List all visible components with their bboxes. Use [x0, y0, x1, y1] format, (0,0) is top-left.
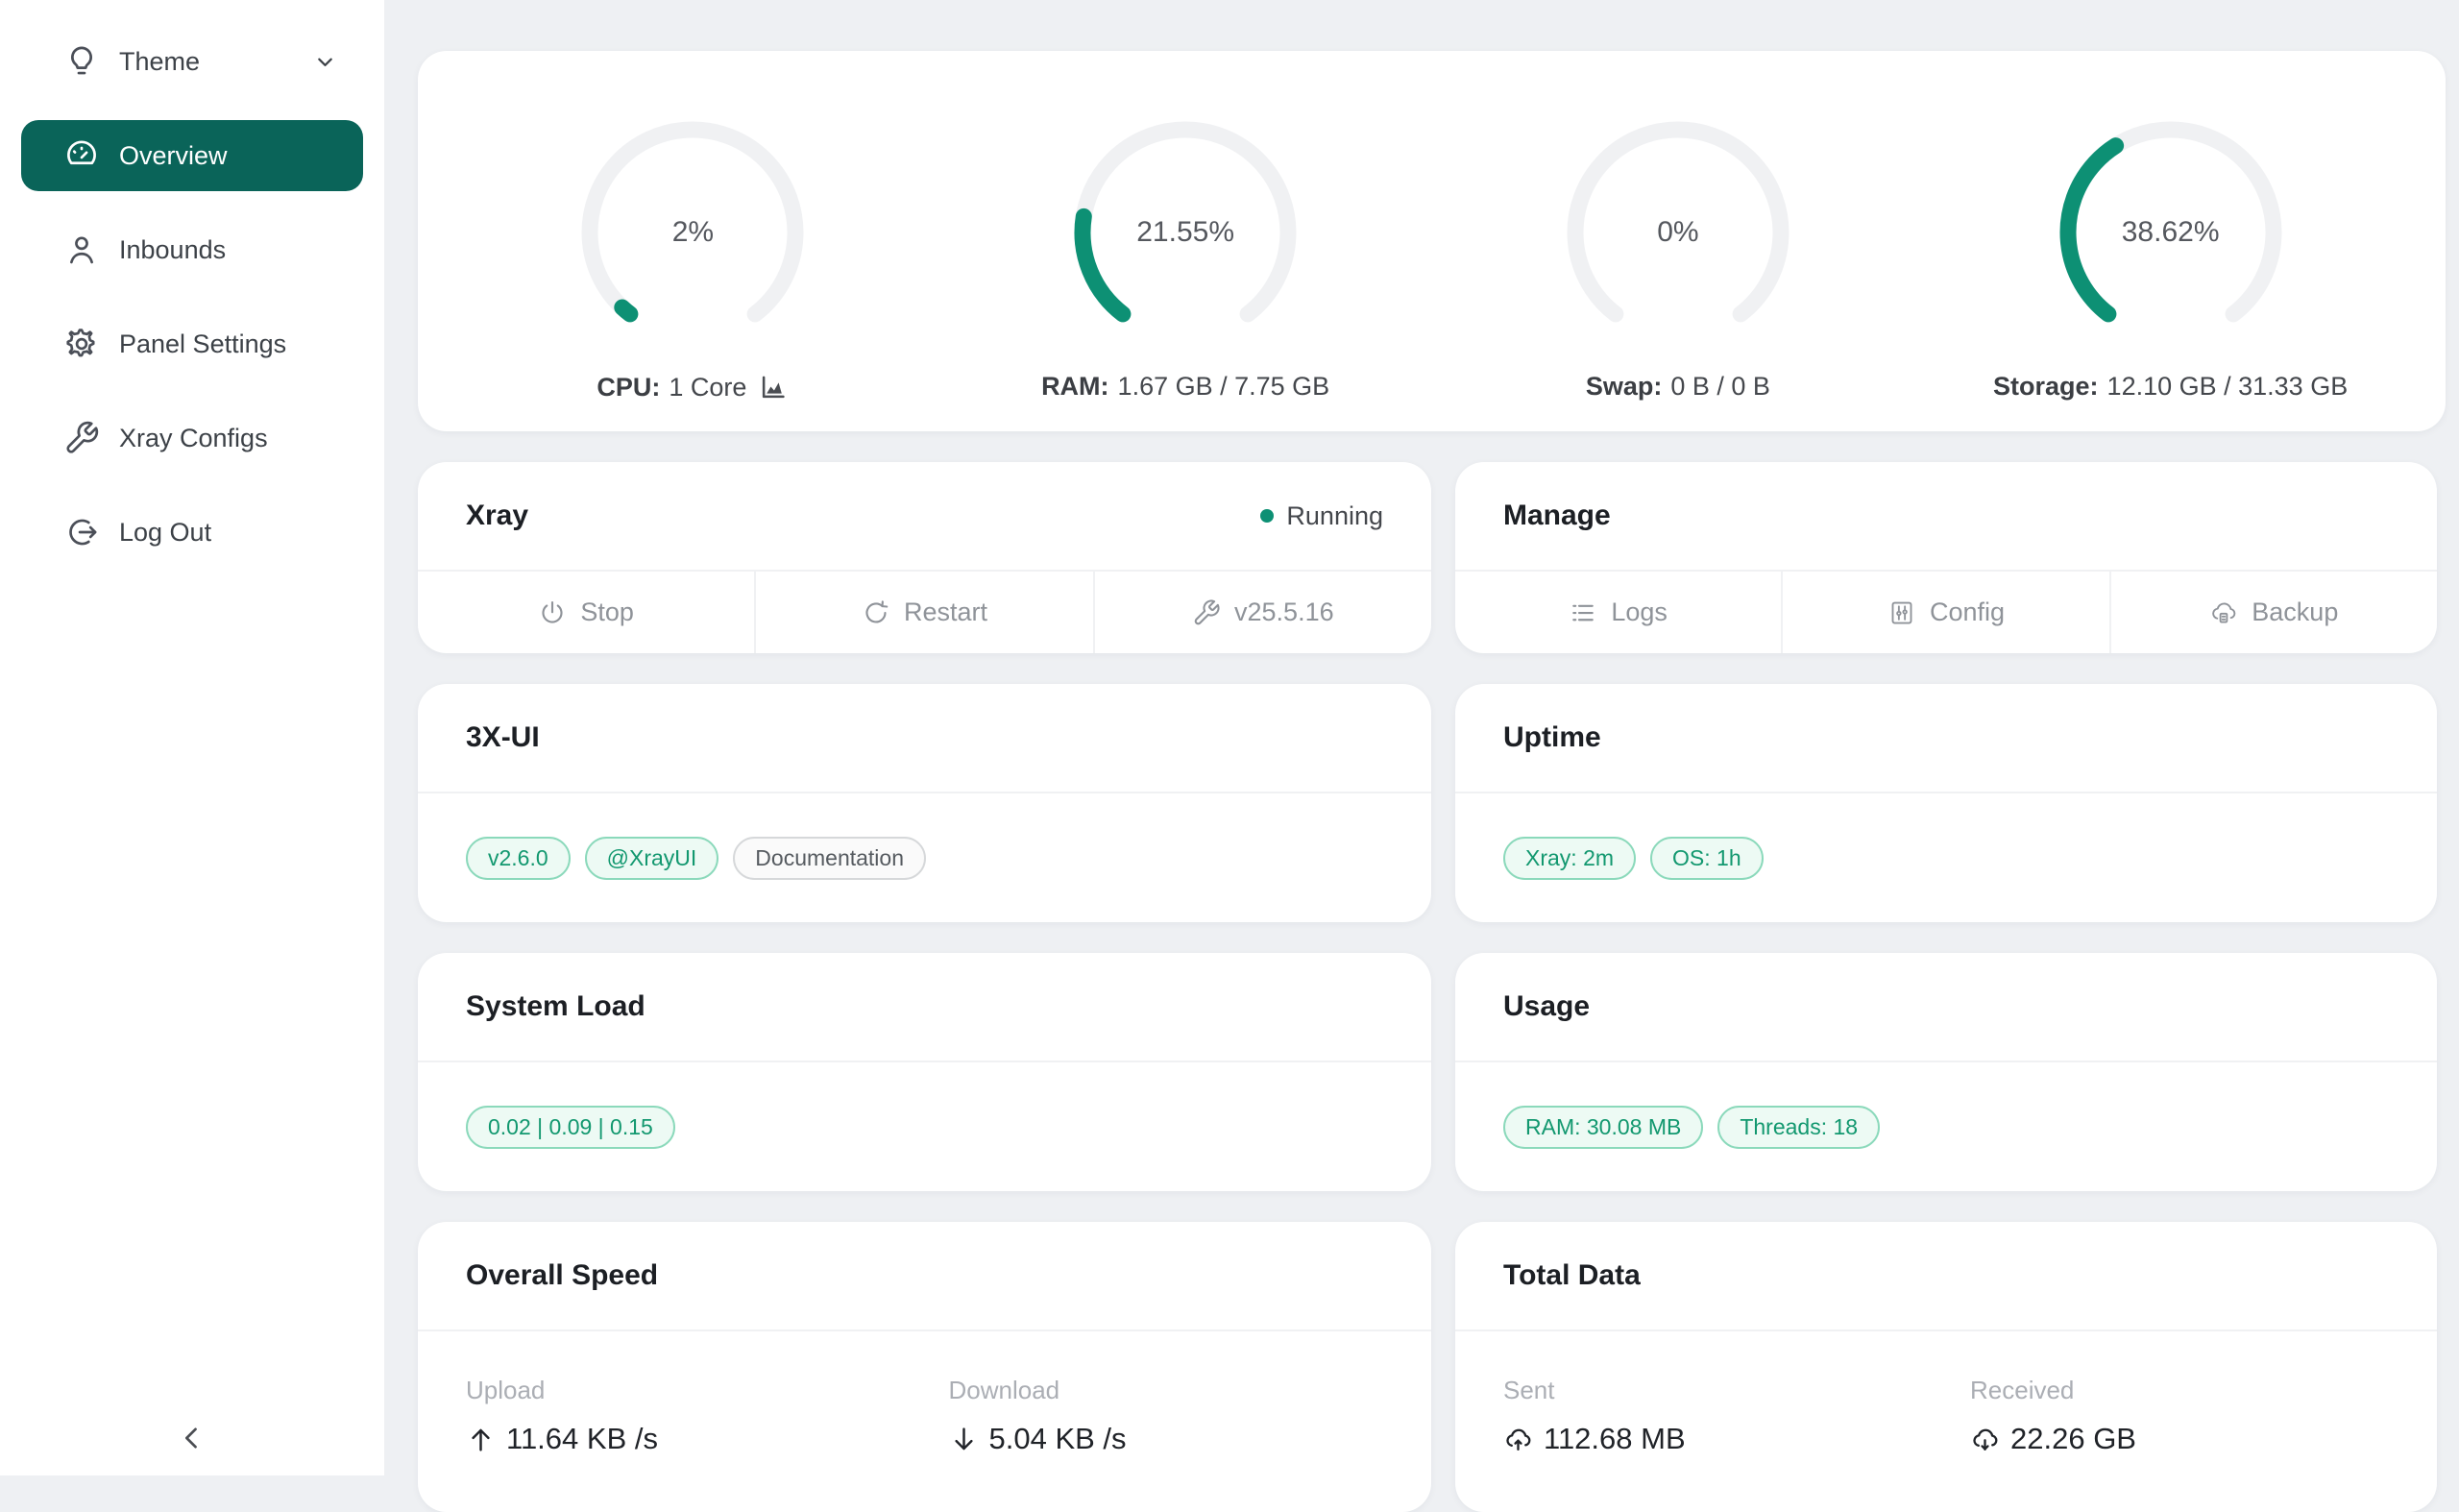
restart-button[interactable]: Restart [756, 572, 1095, 653]
sidebar-item-inbounds[interactable]: Inbounds [21, 214, 363, 285]
total-data-card: Total Data Sent 112.68 MB [1455, 1222, 2437, 1512]
storage-gauge: 38.62% Storage: 12.10 GB / 31.33 GB [1924, 112, 2417, 431]
sent-value: 112.68 MB [1503, 1422, 1970, 1456]
sent-label: Sent [1503, 1376, 1555, 1404]
cpu-gauge-label: CPU: 1 Core [596, 372, 789, 402]
wrench-icon [1192, 598, 1221, 627]
received-label: Received [1970, 1376, 2075, 1404]
uptime-card-title: Uptime [1503, 721, 1601, 753]
sidebar-item-panel-settings[interactable]: Panel Settings [21, 308, 363, 379]
manage-card: Manage Logs [1455, 462, 2437, 653]
chevron-down-icon [312, 49, 338, 75]
config-button[interactable]: Config [1783, 572, 2111, 653]
sidebar-collapse-button[interactable] [0, 1422, 384, 1454]
threads-tag: Threads: 18 [1717, 1105, 1881, 1149]
cloud-upload-icon [1503, 1425, 1533, 1454]
cpu-gauge: 2% CPU: 1 Core [447, 112, 939, 431]
dashboard-icon [62, 136, 101, 175]
manage-card-title: Manage [1503, 500, 1611, 531]
wrench-icon [62, 419, 101, 457]
load-average-tag: 0.02 | 0.09 | 0.15 [466, 1105, 675, 1149]
upload-label: Upload [466, 1376, 546, 1404]
cloud-server-icon [2209, 598, 2238, 627]
cpu-gauge-value: 2% [671, 216, 715, 248]
xray-card-title: Xray [466, 500, 529, 531]
overall-speed-card: Overall Speed Upload 11.64 KB /s [418, 1222, 1431, 1512]
bulb-icon [62, 42, 101, 81]
sidebar-item-log-out[interactable]: Log Out [21, 497, 363, 568]
sidebar-item-theme[interactable]: Theme [21, 26, 363, 97]
xray-version-button[interactable]: v25.5.16 [1095, 572, 1431, 653]
arrow-up-icon [466, 1425, 496, 1454]
received-stat: Received 22.26 GB [1970, 1376, 2437, 1456]
system-load-card-title: System Load [466, 990, 645, 1022]
xray-uptime-tag: Xray: 2m [1503, 836, 1637, 880]
main-content: 2% CPU: 1 Core 21.55% [384, 0, 2459, 1512]
sidebar-item-label: Panel Settings [119, 329, 287, 358]
sidebar-item-label: Theme [119, 46, 201, 76]
system-load-card: System Load 0.02 | 0.09 | 0.15 [418, 953, 1431, 1191]
total-data-card-title: Total Data [1503, 1259, 1641, 1291]
sidebar-item-label: Overview [119, 140, 228, 170]
swap-gauge-value: 0% [1657, 216, 1699, 248]
reload-icon [862, 598, 890, 627]
os-uptime-tag: OS: 1h [1650, 836, 1764, 880]
storage-gauge-value: 38.62% [2121, 216, 2220, 248]
telegram-tag[interactable]: @XrayUI [584, 836, 719, 880]
sidebar: Theme Overview Inbounds [0, 0, 384, 1475]
gear-icon [62, 325, 101, 363]
list-icon [1569, 598, 1597, 627]
sidebar-item-label: Inbounds [119, 234, 227, 264]
sent-stat: Sent 112.68 MB [1503, 1376, 1970, 1456]
logs-button[interactable]: Logs [1455, 572, 1784, 653]
xray-status: Running [1260, 501, 1383, 531]
xui-card-title: 3X-UI [466, 721, 540, 753]
storage-gauge-label: Storage: 12.10 GB / 31.33 GB [1993, 372, 2349, 401]
download-value: 5.04 KB /s [949, 1422, 1432, 1456]
upload-value: 11.64 KB /s [466, 1422, 949, 1456]
xray-card: Xray Running Stop [418, 462, 1431, 653]
cpu-chart-icon[interactable] [758, 372, 789, 402]
ram-gauge: 21.55% RAM: 1.67 GB / 7.75 GB [939, 112, 1432, 431]
usage-card-title: Usage [1503, 990, 1591, 1022]
uptime-card: Uptime Xray: 2m OS: 1h [1455, 684, 2437, 922]
sidebar-item-label: Xray Configs [119, 423, 268, 452]
system-gauges-card: 2% CPU: 1 Core 21.55% [418, 51, 2446, 431]
usage-card: Usage RAM: 30.08 MB Threads: 18 [1455, 953, 2437, 1191]
download-stat: Download 5.04 KB /s [949, 1376, 1432, 1456]
documentation-tag[interactable]: Documentation [733, 836, 926, 880]
arrow-down-icon [949, 1425, 979, 1454]
sidebar-item-xray-configs[interactable]: Xray Configs [21, 402, 363, 474]
sidebar-item-overview[interactable]: Overview [21, 120, 363, 191]
chevron-left-icon [176, 1422, 208, 1454]
user-icon [62, 231, 101, 269]
swap-gauge: 0% Swap: 0 B / 0 B [1432, 112, 1925, 431]
backup-button[interactable]: Backup [2111, 572, 2437, 653]
status-dot [1260, 509, 1275, 523]
received-value: 22.26 GB [1970, 1422, 2437, 1456]
swap-gauge-label: Swap: 0 B / 0 B [1585, 372, 1770, 401]
upload-stat: Upload 11.64 KB /s [466, 1376, 949, 1456]
download-label: Download [948, 1376, 1060, 1404]
stop-button[interactable]: Stop [418, 572, 757, 653]
logout-icon [62, 513, 101, 551]
ram-usage-tag: RAM: 30.08 MB [1503, 1105, 1704, 1149]
cloud-download-icon [1970, 1425, 2000, 1454]
power-icon [538, 598, 567, 627]
ram-gauge-label: RAM: 1.67 GB / 7.75 GB [1041, 372, 1330, 401]
xui-card: 3X-UI v2.6.0 @XrayUI Documentation [418, 684, 1431, 922]
sliders-icon [1887, 598, 1916, 627]
overall-speed-card-title: Overall Speed [466, 1259, 659, 1291]
ram-gauge-value: 21.55% [1136, 216, 1234, 248]
sidebar-item-label: Log Out [119, 517, 212, 547]
version-tag[interactable]: v2.6.0 [466, 836, 571, 880]
